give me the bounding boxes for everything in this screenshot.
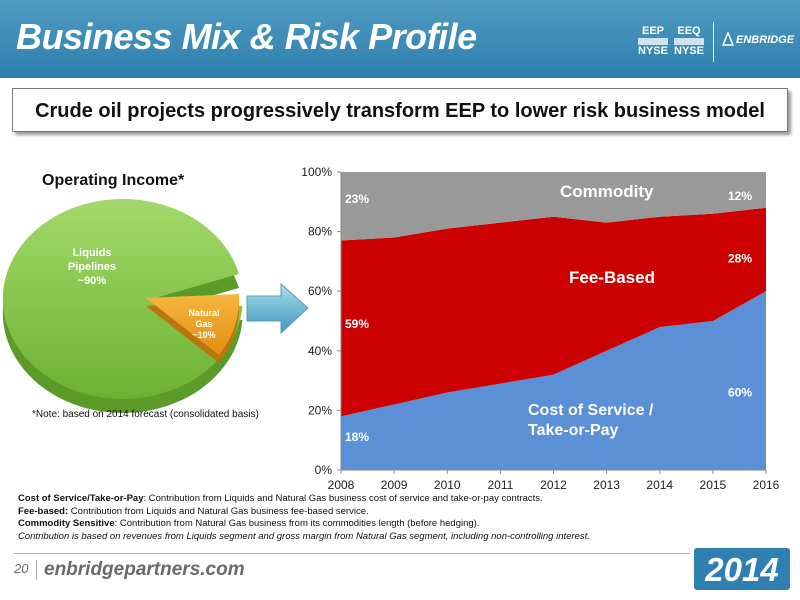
y-tick-label: 20%	[308, 403, 332, 417]
ticker-exchange: NYSE	[638, 45, 668, 57]
logo-wordmark: ENBRIDGE	[736, 34, 795, 46]
y-tick-label: 60%	[308, 284, 332, 298]
footer-divider	[14, 553, 690, 554]
y-tick-label: 80%	[308, 225, 332, 239]
ticker-divider	[638, 38, 668, 45]
series-label: Commodity	[560, 182, 654, 201]
pie-label-gas-value: ~10%	[192, 330, 215, 340]
ticker-symbol: EEP	[641, 25, 664, 37]
data-label: 60%	[728, 386, 752, 400]
y-tick-label: 100%	[301, 165, 332, 179]
footnote-cost-of-service: Cost of Service/Take-or-Pay: Contributio…	[18, 493, 543, 504]
y-tick-label: 0%	[315, 463, 333, 477]
pie-label-liquids-line1: Liquids	[72, 247, 111, 259]
pie-slice-natural-gas	[146, 294, 240, 355]
pie-title: Operating Income*	[42, 172, 185, 189]
ticker-exchange: NYSE	[674, 45, 704, 57]
right-arrow-icon	[246, 282, 309, 335]
x-tick-label: 2015	[700, 478, 727, 492]
y-tick-label: 40%	[308, 344, 332, 358]
enbridge-logo: ENBRIDGE	[722, 30, 796, 60]
x-tick-label: 2011	[487, 478, 513, 492]
area-series-0	[341, 291, 766, 470]
data-label: 59%	[345, 317, 369, 331]
series-label: Take-or-Pay	[528, 422, 619, 439]
subtitle-box: Crude oil projects progressively transfo…	[12, 88, 788, 132]
ticker-symbol: EEQ	[677, 25, 701, 37]
ticker-eeq: EEQ NYSE	[672, 26, 706, 58]
pie-label-liquids-line2: Pipelines	[68, 261, 116, 273]
data-label: 18%	[345, 430, 369, 444]
data-label: 23%	[345, 192, 369, 206]
pie-label-gas-line1: Natural	[188, 308, 219, 318]
pie-label-gas-line2: Gas	[195, 319, 212, 329]
x-tick-label: 2008	[328, 478, 355, 492]
website-link[interactable]: enbridgepartners.com	[44, 559, 245, 580]
x-tick-label: 2013	[593, 478, 620, 492]
header-divider	[713, 22, 714, 62]
data-label: 28%	[728, 251, 752, 265]
year-badge: 2014	[694, 548, 790, 590]
area-series-2	[341, 172, 766, 241]
page-separator	[36, 560, 37, 580]
footnote-commodity: Commodity Sensitive: Contribution from N…	[18, 518, 480, 529]
subtitle: Crude oil projects progressively transfo…	[35, 100, 765, 122]
footnote-fee-based: Fee-based: Contribution from Liquids and…	[18, 505, 369, 517]
footnotes: Cost of Service/Take-or-Pay: Contributio…	[18, 493, 718, 543]
x-tick-label: 2014	[646, 478, 673, 492]
x-tick-label: 2012	[540, 478, 567, 492]
pie-slice-liquids	[2, 198, 243, 399]
series-label: Cost of Service /	[528, 402, 654, 419]
series-label: Fee-Based	[569, 268, 655, 287]
header-bar: Business Mix & Risk Profile EEP NYSE EEQ…	[0, 0, 800, 78]
page-title: Business Mix & Risk Profile	[16, 16, 477, 57]
data-label: 12%	[728, 189, 752, 203]
ticker-eep: EEP NYSE	[636, 26, 670, 58]
pie-note: *Note: based on 2014 forecast (consolida…	[32, 409, 259, 420]
page-number: 20	[14, 561, 29, 576]
x-tick-label: 2009	[381, 478, 408, 492]
area-series-1	[341, 207, 766, 417]
ticker-divider	[674, 38, 704, 45]
footnote-contribution: Contribution is based on revenues from L…	[18, 530, 590, 542]
x-tick-label: 2016	[753, 478, 780, 492]
enbridge-mark-icon	[722, 32, 734, 46]
x-tick-label: 2010	[434, 478, 461, 492]
year-label: 2014	[705, 551, 779, 588]
pie-label-liquids-value: ~90%	[78, 275, 107, 287]
